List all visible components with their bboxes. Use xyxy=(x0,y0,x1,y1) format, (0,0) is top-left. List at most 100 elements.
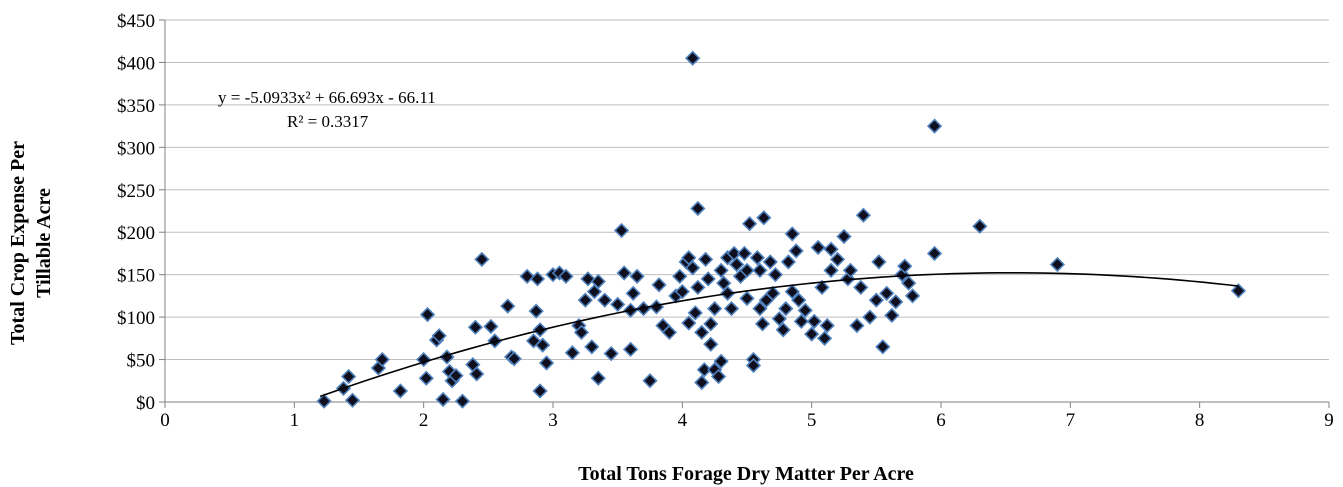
data-point xyxy=(467,319,484,335)
data-point xyxy=(580,271,596,287)
data-point xyxy=(793,313,809,329)
x-tick-label: 8 xyxy=(1195,410,1205,431)
data-point xyxy=(806,313,822,329)
data-point xyxy=(710,368,727,385)
data-point xyxy=(810,239,826,256)
y-tick-label: $50 xyxy=(127,351,156,372)
data-point xyxy=(926,245,943,262)
data-point xyxy=(690,200,706,217)
x-tick-label: 5 xyxy=(807,410,817,431)
data-point xyxy=(448,368,464,384)
data-point xyxy=(651,277,667,293)
data-point xyxy=(418,370,434,386)
data-point xyxy=(674,284,690,300)
data-point xyxy=(754,316,771,332)
data-point xyxy=(729,256,745,273)
y-axis-title: Total Crop Expense Per Tillable Acre xyxy=(7,141,55,345)
x-tick-label: 2 xyxy=(419,410,429,431)
data-point xyxy=(871,254,887,270)
data-point xyxy=(875,339,891,355)
data-point xyxy=(622,341,639,358)
data-point xyxy=(707,300,723,317)
data-point xyxy=(613,222,630,239)
data-point xyxy=(341,368,357,385)
x-axis-title: Total Tons Forage Dry Matter Per Acre xyxy=(578,463,914,485)
data-point xyxy=(392,383,409,399)
data-point xyxy=(431,328,447,344)
data-point xyxy=(703,336,719,352)
data-point xyxy=(1049,256,1066,273)
data-point xyxy=(784,226,800,242)
y-axis-title-line-1: Total Crop Expense Per xyxy=(7,141,29,345)
y-tick-label: $0 xyxy=(136,393,155,414)
data-point xyxy=(487,333,503,349)
data-point xyxy=(749,250,765,266)
x-tick-label: 6 xyxy=(936,410,946,431)
data-point xyxy=(564,345,581,361)
data-point xyxy=(842,262,859,279)
data-point xyxy=(344,392,361,408)
data-point xyxy=(756,210,772,226)
x-tick-label: 1 xyxy=(290,410,300,431)
data-point xyxy=(700,271,716,287)
data-point xyxy=(474,251,490,268)
data-point xyxy=(819,317,835,334)
data-point xyxy=(696,362,712,378)
data-point xyxy=(767,267,784,283)
x-tick-label: 9 xyxy=(1324,410,1334,431)
axes xyxy=(159,19,1330,408)
y-tick-label: $450 xyxy=(117,11,155,32)
y-tick-label: $300 xyxy=(117,138,155,159)
data-point xyxy=(745,357,762,374)
data-point xyxy=(765,285,781,301)
x-tick-labels: 0 1 2 3 4 5 6 7 8 9 xyxy=(160,410,1334,431)
y-tick-label: $150 xyxy=(117,266,155,287)
data-point xyxy=(419,306,436,323)
data-point xyxy=(739,262,755,279)
data-point xyxy=(901,275,917,291)
data-point xyxy=(577,292,593,308)
data-point xyxy=(603,345,619,362)
data-point xyxy=(752,262,768,279)
trendline-equation: y = -5.0933x² + 66.693x - 66.11 xyxy=(218,88,436,107)
data-point xyxy=(625,285,641,301)
data-point xyxy=(483,318,499,335)
data-point xyxy=(741,216,758,232)
data-point xyxy=(616,265,632,281)
data-point xyxy=(690,279,706,296)
data-point xyxy=(694,324,710,341)
data-point xyxy=(506,351,522,367)
data-point xyxy=(752,300,768,317)
data-point xyxy=(771,311,787,327)
data-point xyxy=(661,324,678,341)
x-tick-label: 0 xyxy=(160,410,170,431)
data-point xyxy=(713,262,729,279)
data-point xyxy=(529,271,546,287)
data-point xyxy=(926,118,943,134)
y-tick-label: $200 xyxy=(117,223,155,244)
trendline xyxy=(319,271,1239,398)
data-point xyxy=(597,292,613,308)
data-point xyxy=(435,391,451,408)
data-point xyxy=(804,326,820,342)
data-point xyxy=(500,298,516,314)
data-point xyxy=(642,373,658,389)
data-point xyxy=(316,393,332,409)
data-point xyxy=(532,383,548,399)
y-tick-labels: $0 $50 $100 $150 $200 $250 $300 $350 $400 $450 xyxy=(117,11,155,414)
data-point xyxy=(784,284,800,300)
data-point xyxy=(778,300,794,317)
x-tick-label: 3 xyxy=(548,410,558,431)
data-point xyxy=(814,279,830,296)
y-tick-label: $250 xyxy=(117,181,155,202)
data-point xyxy=(788,243,804,259)
data-point xyxy=(713,353,729,369)
y-tick-label: $350 xyxy=(117,96,155,117)
y-tick-label: $100 xyxy=(117,308,155,329)
data-point xyxy=(685,260,701,276)
data-point xyxy=(469,366,485,382)
gridlines xyxy=(165,19,1329,361)
data-point xyxy=(697,251,714,268)
data-point xyxy=(855,207,872,223)
